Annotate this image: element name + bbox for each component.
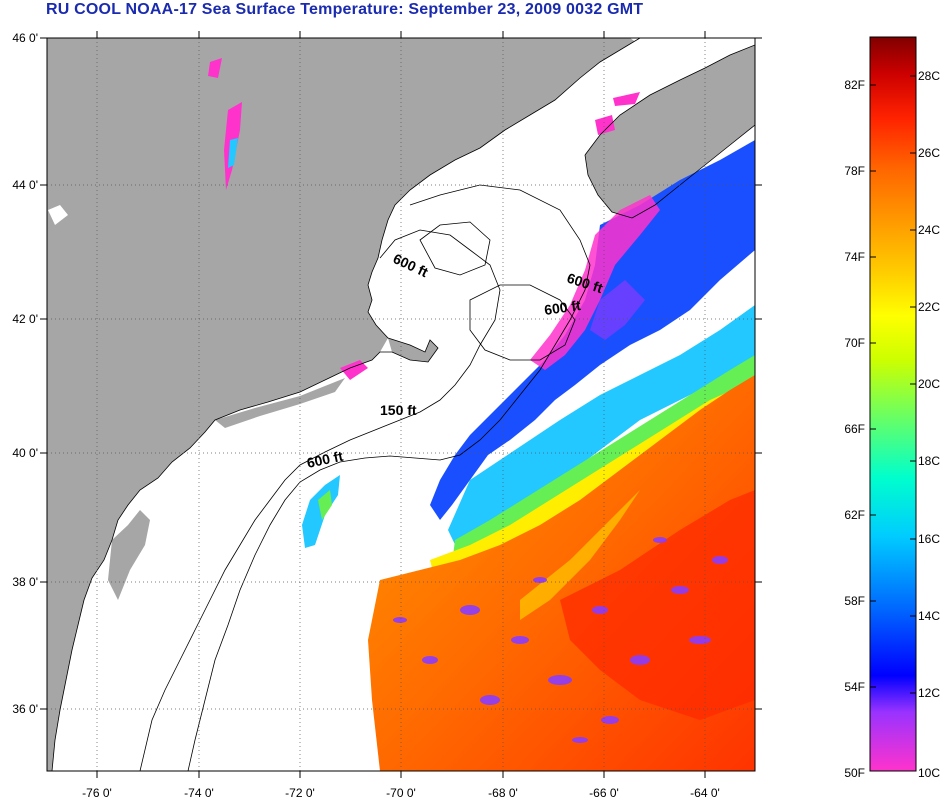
colorbar-label-14c: 14C — [918, 609, 940, 623]
colorbar-label-18c: 18C — [918, 454, 940, 468]
sst-patch-offshore — [595, 115, 615, 135]
lat-label-38: 38 0' — [12, 575, 38, 589]
axis-ticks — [40, 31, 762, 778]
sst-cyan-band — [448, 305, 755, 555]
bathymetry-contours — [139, 184, 591, 771]
map-area: 600 ft 600 ft 600 ft 150 ft 600 ft — [47, 38, 755, 771]
lat-label-40: 40 0' — [12, 446, 38, 460]
lon-label-64: -64 0' — [690, 786, 720, 800]
land-us-northeast — [47, 38, 640, 771]
land-nova-scotia — [585, 45, 755, 218]
colorbar-label-70f: 70F — [844, 336, 865, 350]
sst-patch-bay — [613, 92, 640, 106]
colorbar-label-50f: 50F — [844, 766, 865, 780]
lon-label-74: -74 0' — [184, 786, 214, 800]
colorbar-label-22c: 22C — [918, 300, 940, 314]
lon-label-66: -66 0' — [589, 786, 619, 800]
lon-label-72: -72 0' — [285, 786, 315, 800]
depth-label-600ft-shelf: 600 ft — [305, 448, 344, 471]
gulf-of-st-lawrence — [630, 38, 755, 68]
colorbar-gradient — [869, 36, 917, 772]
sst-hot-core — [560, 490, 755, 720]
contour-600ft — [187, 184, 591, 771]
lat-label-42: 42 0' — [12, 312, 38, 326]
colorbar-label-62f: 62F — [844, 508, 865, 522]
colorbar-label-66f: 66F — [844, 422, 865, 436]
sst-patch-maine — [208, 58, 222, 78]
colorbar-label-58f: 58F — [844, 594, 865, 608]
sst-cold-eddies — [393, 537, 728, 743]
coastline — [51, 38, 641, 771]
lat-label-44: 44 0' — [12, 178, 38, 192]
land-long-island — [215, 378, 345, 428]
inland-lake — [48, 205, 68, 225]
colorbar-label-24c: 24C — [918, 223, 940, 237]
sst-patch-nj-shelf-green — [318, 490, 332, 520]
sst-patch-lake-cyan — [228, 138, 238, 168]
contour-gulf-of-maine — [419, 221, 491, 276]
colorbar-label-10c: 10C — [918, 766, 940, 780]
coastline-nova-scotia — [584, 44, 755, 219]
colorbar-label-16c: 16C — [918, 532, 940, 546]
colorbar-label-54f: 54F — [844, 680, 865, 694]
land-cape-cod — [388, 338, 438, 362]
colorbar-ticks — [870, 75, 916, 694]
land-delmarva — [108, 510, 150, 600]
colorbar-label-20c: 20C — [918, 377, 940, 391]
depth-label-600ft-georges: 600 ft — [543, 297, 582, 318]
colorbar-label-28c: 28C — [918, 69, 940, 83]
colorbar-label-12c: 12C — [918, 686, 940, 700]
map-title: RU COOL NOAA-17 Sea Surface Temperature:… — [46, 1, 644, 18]
colorbar-label-26c: 26C — [918, 146, 940, 160]
depth-label-150ft: 150 ft — [380, 402, 417, 418]
colorbar-label-78f: 78F — [844, 164, 865, 178]
contour-150ft — [139, 229, 501, 771]
lat-label-46: 46 0' — [12, 31, 38, 45]
sst-pink-edge — [530, 195, 660, 370]
lon-label-76: -76 0' — [82, 786, 112, 800]
lon-label-70: -70 0' — [386, 786, 416, 800]
colorbar-label-74f: 74F — [844, 250, 865, 264]
sst-purple-band — [590, 280, 645, 340]
lon-label-68: -68 0' — [488, 786, 518, 800]
colorbar: 82F 78F 74F 70F 66F 62F 58F 54F 50F 28C … — [844, 36, 940, 780]
lat-label-36: 36 0' — [12, 702, 38, 716]
sst-patch-li-sound — [340, 360, 368, 380]
colorbar-label-82f: 82F — [844, 78, 865, 92]
contour-georges-bank — [469, 284, 576, 361]
sst-yellow-filament — [520, 490, 640, 620]
